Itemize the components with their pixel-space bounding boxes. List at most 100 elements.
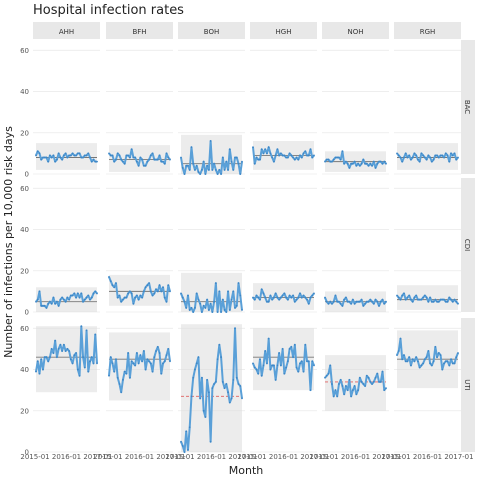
data-point: [73, 354, 76, 357]
data-point: [71, 362, 74, 365]
data-point: [417, 158, 419, 161]
data-point: [209, 440, 212, 443]
data-point: [36, 360, 39, 363]
data-point: [155, 288, 157, 291]
data-point: [132, 156, 135, 159]
data-point: [85, 296, 88, 299]
data-point: [286, 298, 289, 301]
facet-panel: [33, 178, 100, 313]
panel-background: [322, 178, 389, 312]
data-point: [343, 298, 346, 301]
data-point: [225, 160, 228, 163]
data-point: [383, 302, 386, 305]
facet-strip: [322, 22, 389, 39]
data-point: [47, 360, 50, 363]
data-point: [180, 292, 182, 295]
facet-panel: [33, 318, 100, 453]
data-point: [195, 292, 198, 295]
data-point: [288, 348, 291, 350]
data-point: [260, 374, 263, 377]
data-point: [279, 296, 282, 299]
data-point: [345, 296, 347, 299]
data-point: [227, 391, 229, 394]
y-tick-label: 40: [20, 366, 29, 374]
data-point: [403, 292, 405, 295]
data-point: [439, 354, 442, 357]
facet-strip: [459, 178, 475, 312]
data-point: [82, 156, 84, 159]
data-point: [109, 280, 112, 282]
data-point: [151, 294, 154, 297]
data-point: [85, 154, 88, 157]
data-point: [220, 356, 222, 359]
data-point: [192, 311, 195, 313]
data-point: [158, 352, 161, 354]
data-point: [262, 364, 265, 367]
data-point: [122, 378, 124, 381]
data-point: [167, 156, 170, 159]
data-point: [338, 383, 340, 385]
data-point: [453, 152, 456, 155]
data-point: [153, 158, 156, 161]
data-point: [214, 282, 217, 285]
facet-panel: [250, 178, 317, 313]
data-point: [202, 304, 205, 307]
data-point: [353, 160, 356, 163]
data-point: [292, 294, 294, 297]
series-line: [108, 345, 171, 394]
data-point: [425, 296, 428, 299]
data-point: [192, 162, 195, 165]
data-point: [441, 154, 444, 157]
data-point: [429, 296, 432, 299]
data-point: [297, 158, 300, 161]
data-point: [188, 426, 191, 429]
data-point: [369, 298, 372, 301]
data-point: [43, 156, 46, 159]
data-point: [96, 160, 98, 163]
facet-strip-label: HGH: [276, 28, 292, 36]
data-point: [181, 166, 184, 169]
data-point: [199, 397, 202, 400]
data-point: [89, 156, 91, 159]
data-point: [385, 387, 387, 389]
data-point: [299, 292, 301, 295]
x-tick-labels: 2015-01 2016-01 2017-01: [381, 453, 473, 461]
data-point: [358, 376, 361, 379]
data-point: [406, 156, 409, 159]
data-point: [413, 360, 416, 363]
data-point: [183, 300, 186, 303]
data-point: [139, 354, 142, 357]
data-point: [455, 300, 458, 303]
data-point: [129, 156, 131, 159]
data-point: [378, 304, 380, 307]
data-point: [130, 360, 133, 363]
data-point: [292, 156, 294, 159]
data-point: [271, 364, 274, 367]
data-point: [369, 381, 372, 383]
data-point: [329, 300, 332, 303]
data-point: [80, 325, 83, 328]
data-point: [162, 362, 164, 365]
data-point: [331, 302, 333, 305]
data-point: [399, 337, 402, 340]
data-point: [276, 364, 279, 367]
y-tick-label: 20: [20, 267, 29, 275]
data-point: [336, 395, 339, 398]
data-point: [371, 383, 373, 385]
data-point: [355, 393, 358, 396]
data-point: [325, 374, 328, 377]
data-point: [429, 156, 432, 159]
data-point: [278, 154, 281, 157]
data-point: [180, 440, 182, 443]
data-point: [367, 300, 370, 303]
data-point: [358, 164, 361, 167]
data-point: [194, 168, 196, 171]
data-point: [253, 298, 256, 301]
data-point: [441, 368, 444, 371]
data-point: [404, 152, 407, 155]
data-point: [201, 311, 203, 313]
data-point: [348, 300, 351, 303]
data-point: [304, 150, 307, 153]
facet-panel: [106, 178, 173, 313]
data-point: [420, 364, 423, 367]
